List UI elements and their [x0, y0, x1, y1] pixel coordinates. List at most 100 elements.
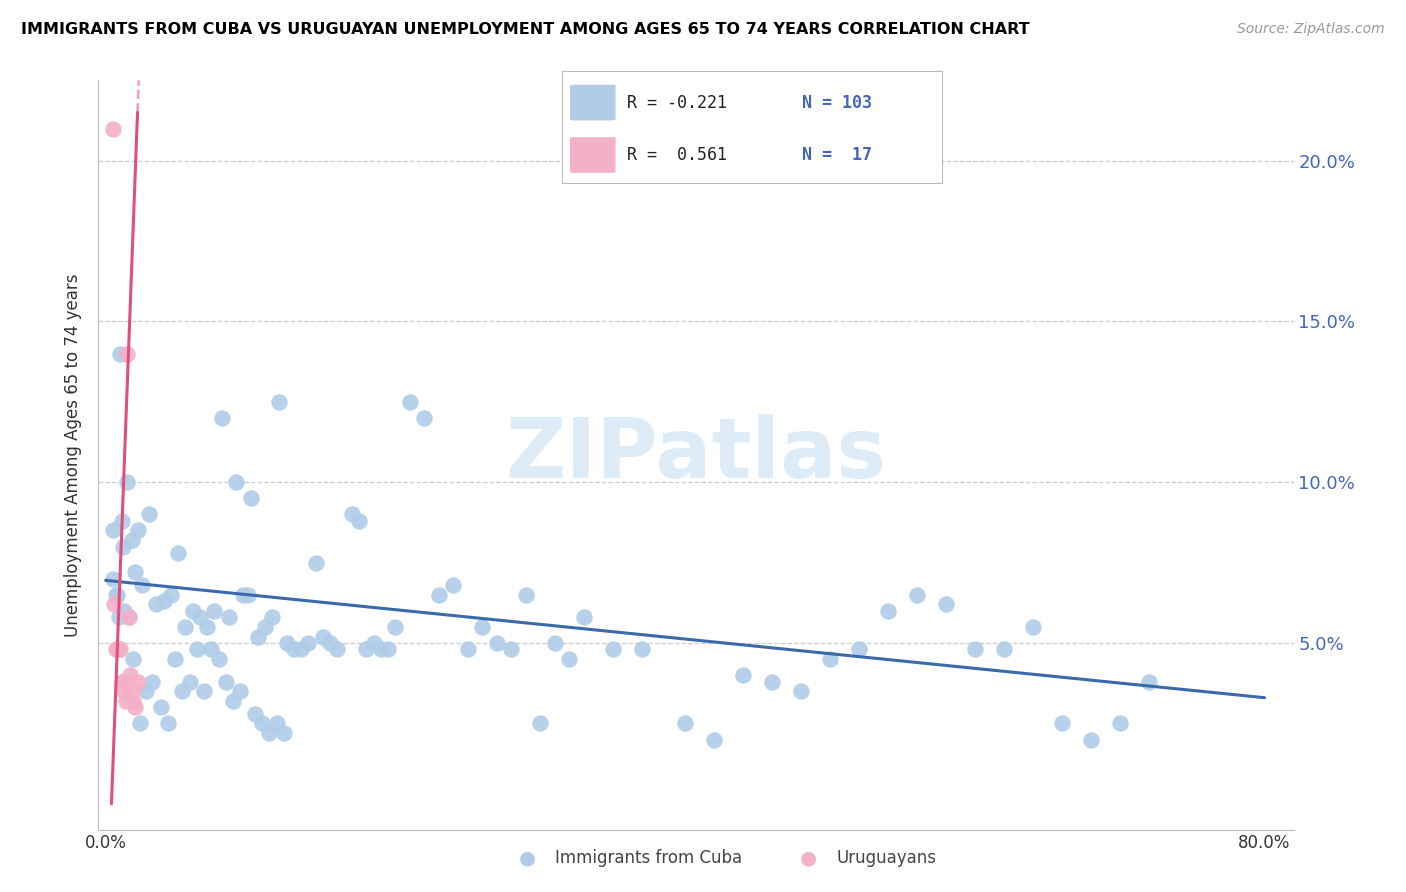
- Point: [114, 684, 136, 698]
- Point: [138, 508, 160, 522]
- Point: [121, 684, 143, 698]
- Point: [427, 588, 450, 602]
- Point: [236, 588, 259, 602]
- Point: [515, 588, 537, 602]
- Point: [127, 674, 149, 689]
- Point: [993, 642, 1015, 657]
- Point: [215, 674, 238, 689]
- Point: [122, 652, 145, 666]
- Point: [122, 694, 145, 708]
- Point: [290, 642, 312, 657]
- Point: [848, 642, 870, 657]
- Point: [877, 604, 900, 618]
- Point: [108, 346, 131, 360]
- Y-axis label: Unemployment Among Ages 65 to 74 years: Unemployment Among Ages 65 to 74 years: [65, 273, 83, 637]
- Text: N =  17: N = 17: [801, 146, 872, 164]
- Point: [273, 726, 295, 740]
- Point: [312, 630, 335, 644]
- Point: [1080, 732, 1102, 747]
- Point: [935, 598, 957, 612]
- Point: [179, 674, 201, 689]
- Point: [370, 642, 392, 657]
- Point: [326, 642, 349, 657]
- Point: [222, 694, 245, 708]
- Point: [145, 598, 167, 612]
- Point: [195, 620, 218, 634]
- Point: [110, 514, 132, 528]
- Point: [120, 668, 142, 682]
- Point: [731, 668, 754, 682]
- Point: [165, 652, 187, 666]
- Point: [1050, 716, 1073, 731]
- Point: [471, 620, 494, 634]
- Point: [266, 716, 288, 731]
- Point: [105, 642, 128, 657]
- Point: [1108, 716, 1130, 731]
- Point: [703, 732, 725, 747]
- Point: [441, 578, 464, 592]
- Point: [399, 395, 422, 409]
- Point: [101, 524, 124, 538]
- Point: [818, 652, 841, 666]
- Point: [673, 716, 696, 731]
- Point: [377, 642, 399, 657]
- Point: [963, 642, 986, 657]
- Point: [174, 620, 197, 634]
- Point: [211, 411, 233, 425]
- Point: [246, 630, 269, 644]
- Point: [188, 610, 211, 624]
- Text: Immigrants from Cuba: Immigrants from Cuba: [555, 849, 742, 867]
- Point: [127, 524, 149, 538]
- Point: [101, 121, 124, 136]
- Point: [202, 604, 225, 618]
- Point: [110, 674, 132, 689]
- Point: [124, 700, 146, 714]
- Point: [167, 546, 190, 560]
- Point: [115, 694, 138, 708]
- Point: [1022, 620, 1045, 634]
- Point: [121, 533, 143, 548]
- Point: [347, 514, 370, 528]
- Point: [117, 475, 139, 490]
- Point: [905, 588, 928, 602]
- Point: [112, 540, 135, 554]
- Point: [107, 610, 129, 624]
- Point: [340, 508, 363, 522]
- Point: [105, 588, 128, 602]
- Point: [135, 684, 157, 698]
- Point: [152, 594, 174, 608]
- Point: [544, 636, 567, 650]
- Point: [384, 620, 406, 634]
- Point: [239, 491, 262, 506]
- Point: [112, 674, 135, 689]
- Point: [218, 610, 240, 624]
- Text: N = 103: N = 103: [801, 94, 872, 112]
- Point: [1137, 674, 1160, 689]
- Point: [572, 610, 595, 624]
- Text: ●: ●: [519, 848, 536, 867]
- Point: [297, 636, 319, 650]
- Point: [761, 674, 783, 689]
- Point: [262, 610, 284, 624]
- Text: R =  0.561: R = 0.561: [627, 146, 727, 164]
- Point: [276, 636, 298, 650]
- Point: [413, 411, 436, 425]
- Point: [208, 652, 231, 666]
- Point: [149, 700, 172, 714]
- Text: Source: ZipAtlas.com: Source: ZipAtlas.com: [1237, 22, 1385, 37]
- Point: [101, 572, 124, 586]
- Point: [117, 346, 139, 360]
- Point: [104, 642, 127, 657]
- Point: [114, 604, 136, 618]
- Point: [103, 598, 125, 612]
- Point: [269, 395, 291, 409]
- Point: [129, 716, 152, 731]
- Text: ●: ●: [800, 848, 817, 867]
- Point: [186, 642, 208, 657]
- Point: [356, 642, 378, 657]
- Point: [172, 684, 194, 698]
- Point: [485, 636, 508, 650]
- Point: [141, 674, 163, 689]
- Point: [529, 716, 551, 731]
- Point: [181, 604, 204, 618]
